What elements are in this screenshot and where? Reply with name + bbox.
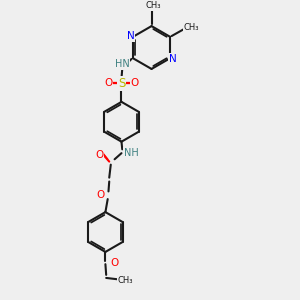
Text: O: O: [130, 79, 139, 88]
Text: O: O: [96, 190, 104, 200]
Text: O: O: [110, 258, 119, 268]
Text: CH₃: CH₃: [184, 23, 199, 32]
Text: N: N: [127, 31, 134, 41]
Text: HN: HN: [115, 59, 130, 69]
Text: N: N: [169, 54, 176, 64]
Text: CH₃: CH₃: [118, 276, 133, 285]
Text: S: S: [118, 77, 125, 90]
Text: CH₃: CH₃: [145, 1, 161, 10]
Text: NH: NH: [124, 148, 139, 158]
Text: O: O: [95, 151, 103, 160]
Text: O: O: [104, 79, 112, 88]
